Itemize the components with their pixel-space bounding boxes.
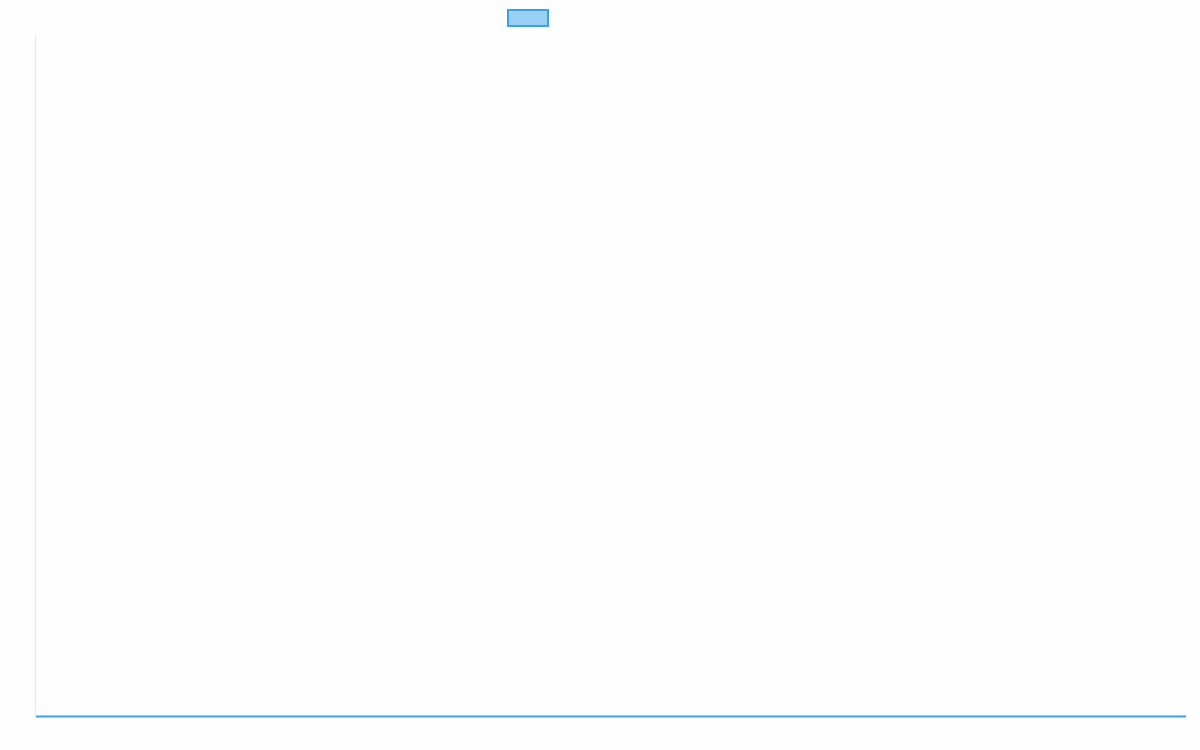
legend-swatch[interactable] bbox=[507, 9, 549, 27]
